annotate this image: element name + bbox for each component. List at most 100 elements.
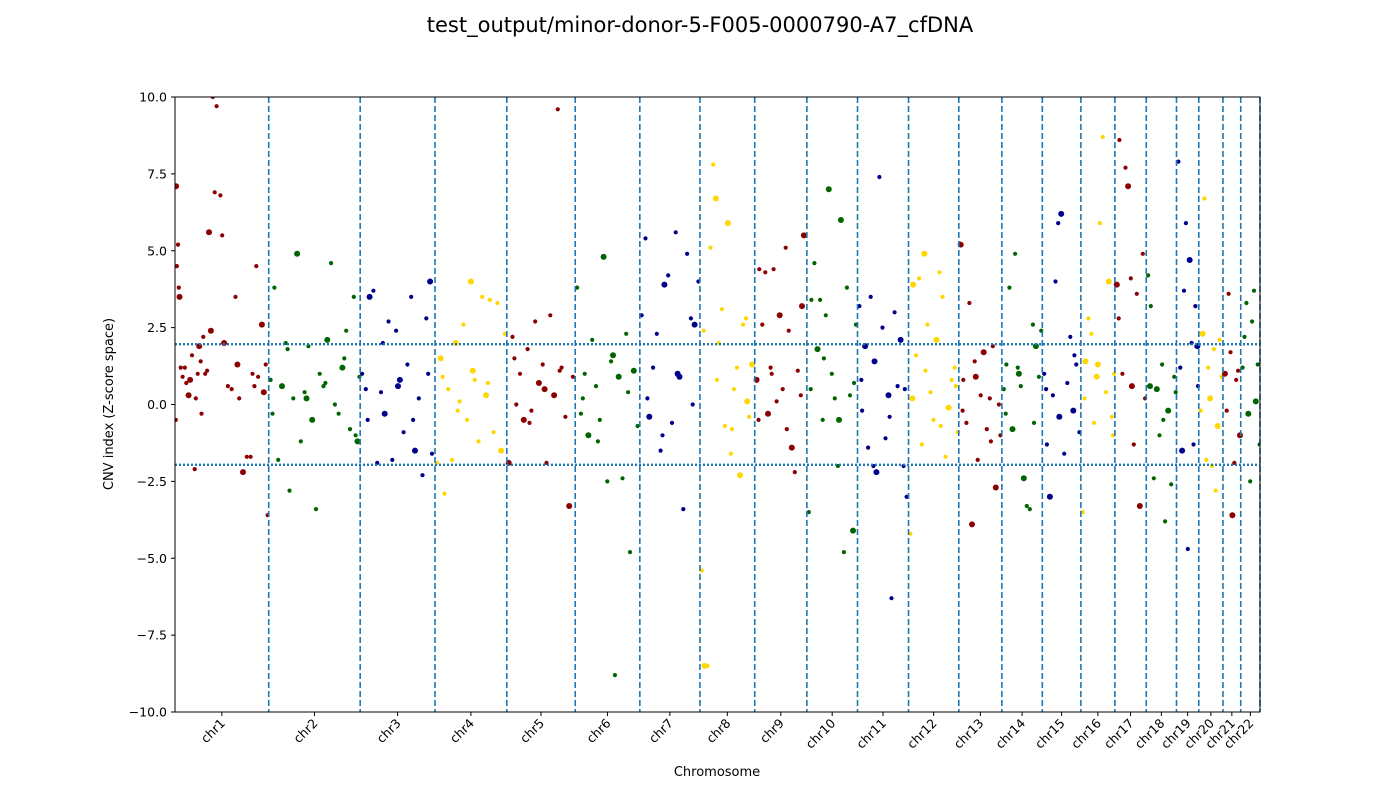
data-point: [1058, 210, 1065, 217]
data-point: [201, 334, 206, 339]
data-point: [627, 550, 633, 555]
data-point: [1018, 384, 1023, 389]
data-point: [786, 328, 791, 333]
data-point: [195, 371, 200, 376]
data-point: [514, 402, 519, 407]
data-point: [396, 376, 403, 383]
data-point: [1136, 503, 1143, 509]
data-point: [964, 420, 969, 425]
data-point: [931, 417, 936, 422]
data-point: [857, 304, 862, 309]
data-point: [1094, 361, 1101, 368]
data-point: [852, 380, 857, 386]
data-point: [512, 356, 517, 361]
y-tick-label: 7.5: [147, 166, 167, 181]
data-point: [737, 472, 743, 479]
data-point: [1217, 337, 1222, 342]
data-point: [1128, 276, 1133, 281]
data-point: [1080, 509, 1085, 515]
data-point: [612, 673, 618, 678]
data-point: [395, 383, 401, 390]
data-point: [452, 340, 459, 346]
data-point: [555, 107, 560, 112]
data-point: [401, 430, 406, 435]
data-point: [887, 414, 892, 419]
data-point: [287, 488, 292, 493]
data-point: [563, 414, 568, 419]
data-point: [769, 371, 774, 376]
data-point: [1116, 316, 1121, 321]
data-point: [724, 220, 731, 227]
data-point: [175, 242, 181, 247]
data-point: [1186, 257, 1193, 263]
axes: −10.0 −7.5 −5.0 −2.5 0.0 2.5 5.0 7.5 10.0 chr1 chr…: [129, 90, 1261, 751]
data-point: [442, 491, 447, 496]
data-point: [1172, 374, 1177, 379]
data-point: [685, 251, 690, 256]
data-point: [829, 371, 834, 376]
data-point: [859, 377, 864, 382]
data-point: [233, 294, 238, 299]
data-point: [821, 356, 827, 361]
data-point: [615, 373, 622, 380]
data-point: [809, 297, 814, 302]
data-point: [728, 451, 734, 456]
data-point: [1213, 488, 1218, 493]
data-point: [1004, 362, 1009, 367]
data-point: [1228, 350, 1233, 355]
data-point: [681, 507, 686, 512]
data-point: [551, 392, 558, 399]
data-point: [1001, 387, 1006, 392]
x-tick-label: chr7: [646, 716, 676, 746]
data-point: [1244, 300, 1249, 306]
data-point: [626, 390, 631, 395]
data-point: [1226, 291, 1231, 296]
data-point: [1148, 304, 1153, 309]
data-point: [329, 261, 334, 266]
data-point: [1252, 398, 1259, 405]
data-point: [354, 438, 361, 445]
data-point: [1053, 279, 1058, 284]
data-point: [1030, 322, 1035, 327]
data-point: [180, 374, 185, 379]
data-point: [708, 245, 713, 250]
data-point: [309, 416, 316, 423]
data-point: [1125, 183, 1132, 190]
data-point: [635, 423, 640, 429]
data-point: [469, 367, 476, 374]
data-point: [866, 445, 871, 450]
data-point: [1157, 433, 1162, 438]
x-tick-label: chr3: [373, 716, 403, 746]
data-point: [234, 361, 241, 368]
data-point: [176, 285, 181, 290]
data-point: [669, 420, 675, 425]
data-point: [1056, 413, 1063, 420]
data-point: [610, 352, 616, 359]
data-point: [744, 398, 751, 405]
data-point: [1092, 420, 1097, 425]
data-point: [240, 469, 246, 476]
data-point: [578, 411, 584, 416]
data-point: [646, 413, 653, 420]
data-point: [914, 353, 919, 358]
data-point: [868, 294, 873, 299]
data-point: [1193, 304, 1198, 309]
data-point: [541, 386, 548, 393]
data-point: [323, 380, 328, 386]
data-point: [639, 313, 644, 318]
data-point: [365, 417, 370, 422]
data-point: [1003, 411, 1008, 416]
data-point: [187, 376, 194, 383]
data-point: [344, 328, 349, 333]
data-point: [1163, 519, 1168, 524]
y-tick-label: 2.5: [147, 320, 167, 335]
data-point: [783, 245, 788, 250]
data-point: [904, 494, 909, 499]
data-point: [722, 423, 728, 429]
data-point: [381, 410, 388, 417]
data-point: [557, 368, 562, 373]
data-point: [928, 390, 933, 395]
data-point: [919, 442, 924, 447]
data-point: [1013, 251, 1018, 256]
data-point: [525, 347, 530, 352]
